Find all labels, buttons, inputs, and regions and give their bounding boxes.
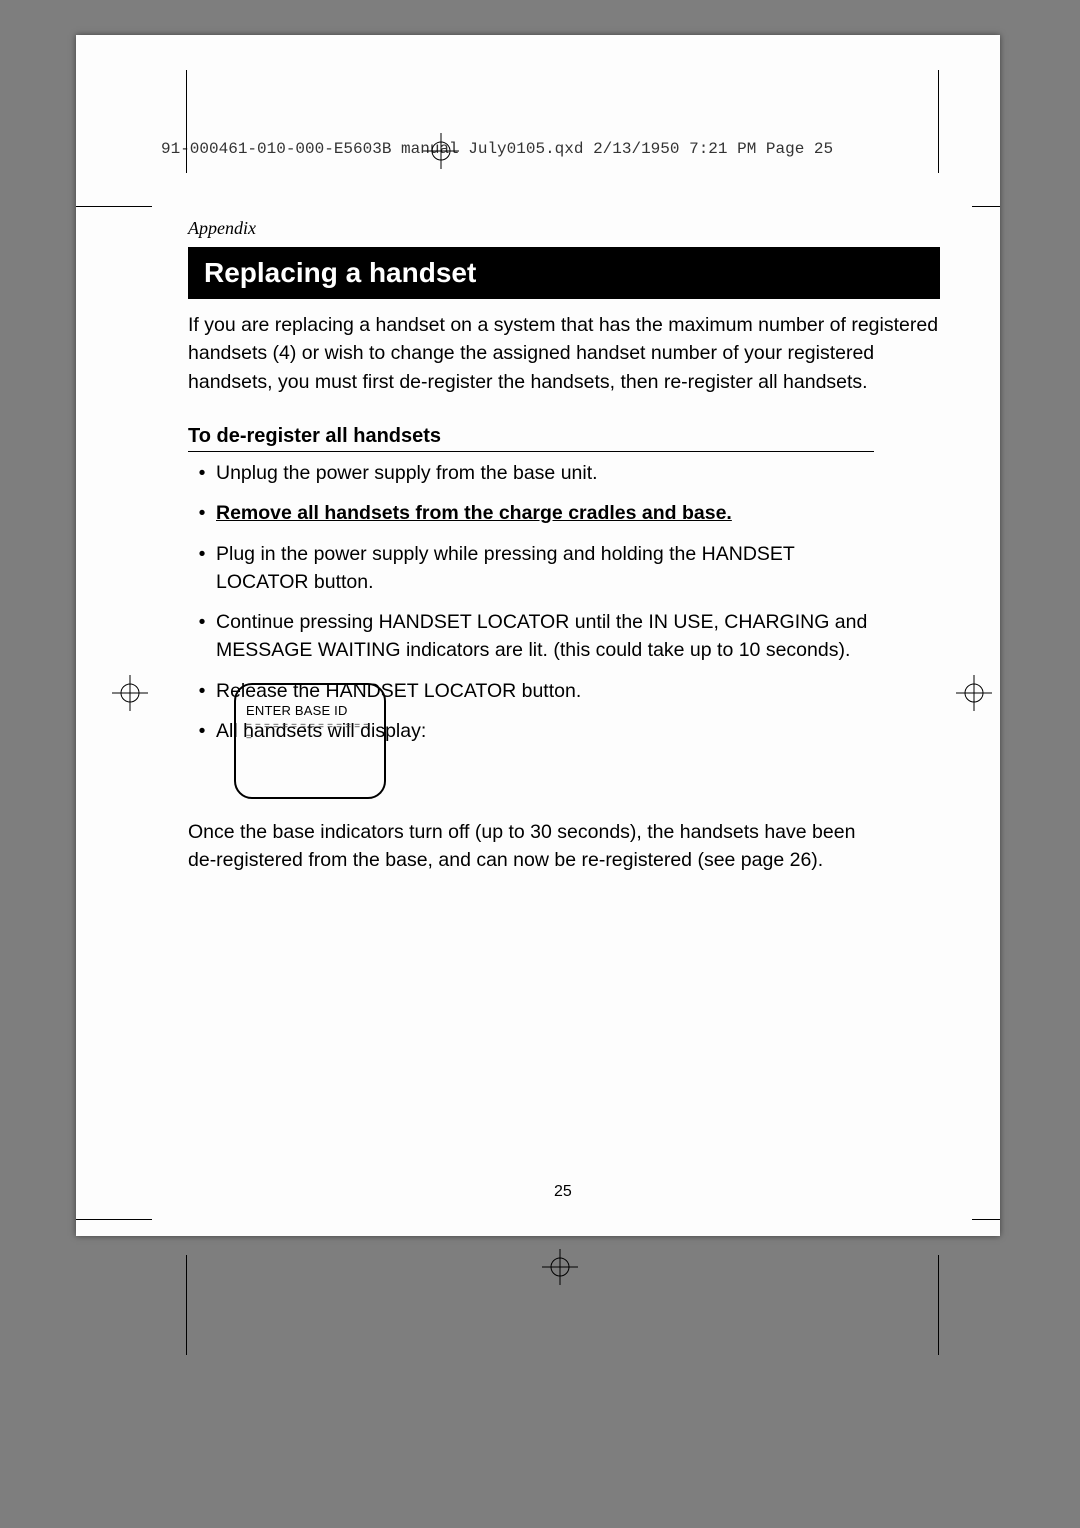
bullet-icon: • bbox=[188, 459, 216, 487]
list-item: •Continue pressing HANDSET LOCATOR until… bbox=[188, 608, 874, 665]
crop-mark bbox=[938, 1255, 939, 1355]
print-slug: 91-000461-010-000-E5603B manual July0105… bbox=[161, 140, 833, 158]
registration-mark-left bbox=[112, 675, 148, 711]
list-item: •Plug in the power supply while pressing… bbox=[188, 540, 874, 597]
lcd-line1: ENTER BASE ID bbox=[246, 703, 374, 718]
registration-mark-right bbox=[956, 675, 992, 711]
page-paper: 91-000461-010-000-E5603B manual July0105… bbox=[76, 35, 1000, 1236]
crop-mark bbox=[186, 1255, 187, 1355]
step-text: Continue pressing HANDSET LOCATOR until … bbox=[216, 608, 874, 665]
page-title-bar: Replacing a handset bbox=[188, 247, 940, 299]
lcd-line2: = = = = = = = = = = = = = = = bbox=[246, 721, 374, 743]
handset-lcd-illustration: ENTER BASE ID = = = = = = = = = = = = = … bbox=[234, 683, 386, 799]
step-text: Plug in the power supply while pressing … bbox=[216, 540, 874, 597]
list-item: •Unplug the power supply from the base u… bbox=[188, 459, 874, 487]
page-number: 25 bbox=[554, 1183, 572, 1201]
bullet-icon: • bbox=[188, 608, 216, 665]
crop-mark bbox=[186, 70, 187, 173]
section-label: Appendix bbox=[188, 218, 256, 239]
subhead-row: To de-register all handsets bbox=[188, 425, 874, 452]
bullet-icon: • bbox=[188, 677, 216, 705]
crop-mark bbox=[76, 206, 152, 207]
bullet-icon: • bbox=[188, 717, 216, 745]
crop-mark bbox=[938, 70, 939, 173]
crop-mark bbox=[972, 206, 1000, 207]
step-text: Remove all handsets from the charge crad… bbox=[216, 499, 874, 527]
bullet-icon: • bbox=[188, 499, 216, 527]
crop-mark bbox=[972, 1219, 1000, 1220]
registration-mark-top bbox=[423, 133, 459, 169]
page-title: Replacing a handset bbox=[204, 257, 476, 288]
bullet-icon: • bbox=[188, 540, 216, 597]
step-text: Unplug the power supply from the base un… bbox=[216, 459, 874, 487]
crop-mark bbox=[76, 1219, 152, 1220]
intro-paragraph: If you are replacing a handset on a syst… bbox=[188, 311, 940, 396]
registration-mark-bottom bbox=[542, 1249, 578, 1285]
list-item: •Remove all handsets from the charge cra… bbox=[188, 499, 874, 527]
closing-paragraph: Once the base indicators turn off (up to… bbox=[188, 818, 874, 875]
subhead: To de-register all handsets bbox=[188, 425, 441, 448]
